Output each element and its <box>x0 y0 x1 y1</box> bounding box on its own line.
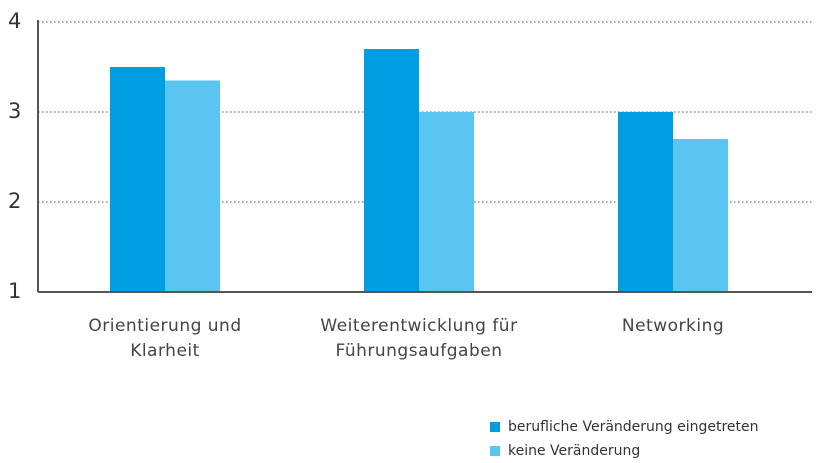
x-tick-label: Orientierung und Klarheit <box>88 316 242 361</box>
y-tick-label: 1 <box>8 279 21 303</box>
bar <box>618 112 673 292</box>
bar <box>419 112 474 292</box>
y-tick-label: 2 <box>8 189 21 213</box>
bar <box>165 80 220 292</box>
legend-swatch <box>490 422 500 432</box>
legend-label: keine Veränderung <box>508 443 640 459</box>
bar <box>110 67 165 292</box>
y-tick-label: 3 <box>8 99 21 123</box>
x-tick-label: Weiterentwicklung für Führungsaufgaben <box>320 316 518 361</box>
bar <box>673 139 728 292</box>
legend-label: berufliche Veränderung eingetreten <box>508 419 759 435</box>
x-tick-label: Networking <box>621 316 725 336</box>
legend-swatch <box>490 446 500 456</box>
bar <box>364 49 419 292</box>
y-tick-label: 4 <box>8 9 21 33</box>
